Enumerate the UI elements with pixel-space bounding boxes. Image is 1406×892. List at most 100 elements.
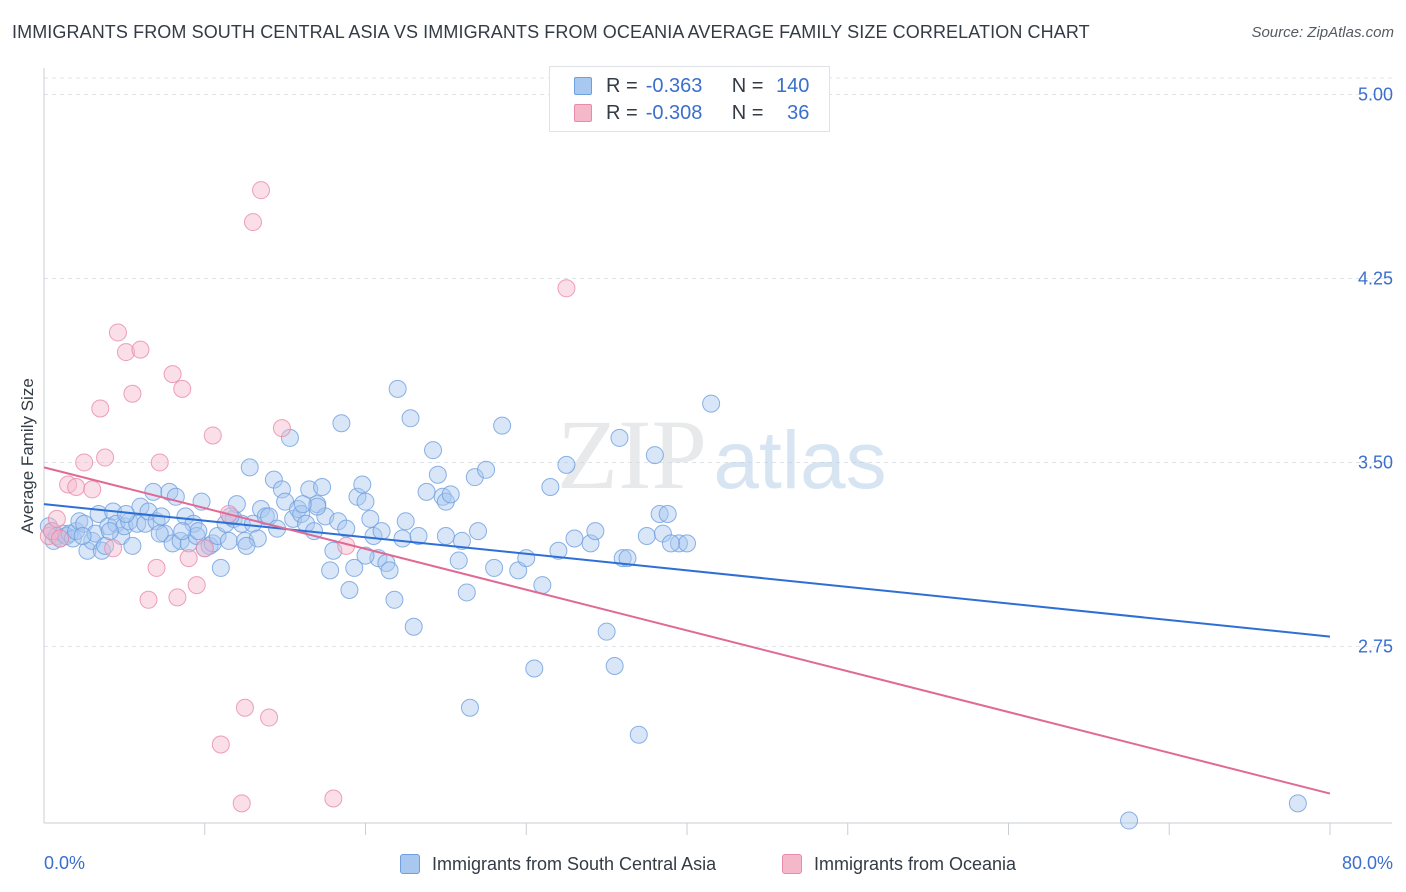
- data-point-oceania: [272, 419, 291, 438]
- data-point-south-central-asia: [565, 529, 584, 548]
- data-point-south-central-asia: [618, 549, 637, 568]
- legend-r-value: -0.308: [645, 101, 703, 124]
- data-point-oceania: [211, 735, 230, 754]
- data-point-oceania: [235, 698, 254, 717]
- data-point-south-central-asia: [441, 485, 460, 504]
- trend-line-south-central-asia: [43, 503, 1331, 638]
- data-point-oceania: [51, 529, 70, 548]
- data-point-oceania: [116, 343, 135, 362]
- y-tick-label: 3.50: [1358, 452, 1393, 472]
- legend-row-south-central-asia: R = -0.363 N = 140: [574, 73, 809, 99]
- trend-line-oceania: [43, 466, 1331, 795]
- x-tick-label: 0.0%: [44, 853, 85, 873]
- data-point-oceania: [195, 539, 214, 558]
- data-point-oceania: [139, 590, 158, 609]
- data-point-south-central-asia: [452, 531, 471, 550]
- data-point-south-central-asia: [385, 590, 404, 609]
- legend-r-label: R =: [606, 74, 638, 97]
- legend-row-oceania: R = -0.308 N = 36: [574, 100, 809, 126]
- data-point-south-central-asia: [597, 622, 616, 641]
- data-point-south-central-asia: [404, 617, 423, 636]
- legend-r-value: -0.363: [645, 74, 703, 97]
- data-point-south-central-asia: [313, 477, 332, 496]
- data-point-oceania: [179, 549, 198, 568]
- series-swatch-blue: [400, 854, 420, 874]
- data-point-south-central-asia: [661, 534, 680, 553]
- data-point-south-central-asia: [73, 527, 92, 546]
- data-point-south-central-asia: [493, 416, 512, 435]
- data-point-south-central-asia: [477, 460, 496, 479]
- y-tick-label: 2.75: [1358, 636, 1393, 656]
- data-point-south-central-asia: [345, 558, 364, 577]
- data-point-south-central-asia: [321, 561, 340, 580]
- data-point-south-central-asia: [380, 561, 399, 580]
- series-legend-oceania: Immigrants from Oceania: [782, 852, 1016, 876]
- trend-lines: [43, 466, 1331, 795]
- data-point-oceania: [39, 527, 58, 546]
- axes: [43, 68, 1392, 835]
- data-point-oceania: [83, 480, 102, 499]
- data-point-south-central-asia: [605, 657, 624, 676]
- data-point-south-central-asia: [211, 558, 230, 577]
- data-point-south-central-asia: [396, 512, 415, 531]
- data-point-south-central-asia: [248, 529, 267, 548]
- data-point-oceania: [187, 576, 206, 595]
- data-point-south-central-asia: [678, 534, 696, 553]
- data-point-oceania: [168, 588, 187, 607]
- data-point-south-central-asia: [436, 527, 455, 546]
- y-axis-label: Average Family Size: [18, 378, 37, 534]
- legend-n-label: N =: [731, 101, 764, 124]
- data-point-south-central-asia: [645, 446, 664, 465]
- data-point-oceania: [123, 384, 142, 403]
- data-point-south-central-asia: [449, 551, 468, 570]
- data-point-south-central-asia: [100, 522, 119, 541]
- y-tick-label: 5.00: [1358, 85, 1393, 105]
- data-point-south-central-asia: [332, 414, 351, 433]
- data-point-south-central-asia: [78, 541, 97, 560]
- data-point-oceania: [96, 448, 115, 467]
- data-point-oceania: [324, 789, 343, 808]
- legend-r-label: R =: [606, 101, 638, 124]
- data-point-south-central-asia: [658, 504, 677, 523]
- data-point-south-central-asia: [173, 522, 192, 541]
- data-point-south-central-asia: [356, 492, 375, 511]
- data-point-oceania: [243, 213, 262, 232]
- data-point-south-central-asia: [293, 495, 312, 514]
- watermark-atlas: atlas: [713, 415, 886, 506]
- data-point-oceania: [147, 558, 166, 577]
- data-point-south-central-asia: [388, 379, 407, 398]
- series-legend-south-central-asia: Immigrants from South Central Asia: [400, 852, 716, 876]
- y-tick-label: 4.25: [1358, 268, 1393, 288]
- data-point-oceania: [75, 453, 94, 472]
- data-point-south-central-asia: [372, 522, 391, 541]
- data-point-south-central-asia: [629, 725, 648, 744]
- watermark-zip: ZIP: [557, 399, 707, 510]
- data-point-south-central-asia: [702, 394, 721, 413]
- data-point-south-central-asia: [92, 541, 111, 560]
- chart-title: IMMIGRANTS FROM SOUTH CENTRAL ASIA VS IM…: [12, 22, 1090, 42]
- data-point-south-central-asia: [549, 541, 568, 560]
- data-point-south-central-asia: [557, 455, 576, 474]
- data-point-south-central-asia: [465, 468, 484, 487]
- gridlines: [44, 77, 1392, 647]
- data-point-oceania: [252, 181, 271, 200]
- data-point-oceania: [232, 794, 251, 813]
- data-point-south-central-asia: [485, 558, 504, 577]
- data-point-oceania: [150, 453, 169, 472]
- legend-n-value: 140: [776, 74, 810, 97]
- data-point-oceania: [131, 340, 150, 359]
- data-point-south-central-asia: [1120, 811, 1139, 830]
- data-point-south-central-asia: [219, 531, 238, 550]
- data-point-south-central-asia: [541, 477, 560, 496]
- x-tick-label: 80.0%: [1342, 853, 1393, 873]
- data-point-south-central-asia: [1288, 794, 1307, 813]
- data-point-south-central-asia: [610, 428, 629, 447]
- data-point-south-central-asia: [424, 441, 443, 460]
- data-point-south-central-asia: [237, 536, 256, 555]
- data-point-south-central-asia: [533, 576, 552, 595]
- data-point-south-central-asia: [409, 527, 428, 546]
- data-point-south-central-asia: [469, 522, 488, 541]
- data-point-south-central-asia: [353, 475, 372, 494]
- data-point-oceania: [47, 509, 66, 528]
